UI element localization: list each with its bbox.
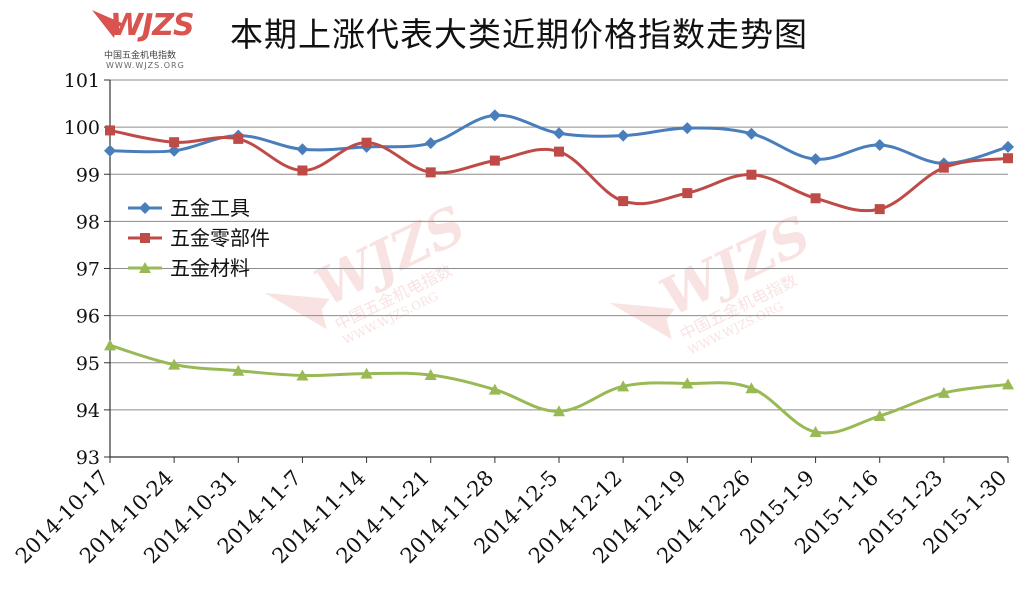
legend-label: 五金零部件 bbox=[170, 226, 270, 250]
data-point bbox=[1003, 153, 1013, 164]
legend-marker bbox=[139, 262, 151, 273]
data-point bbox=[873, 410, 886, 422]
series-line bbox=[109, 343, 1009, 435]
data-point bbox=[488, 383, 501, 395]
watermark-right: WJZS 中国五金机电指数 WWW.WJZS.ORG bbox=[609, 204, 820, 357]
data-point bbox=[232, 364, 245, 376]
data-point bbox=[105, 125, 115, 136]
data-point bbox=[296, 369, 309, 381]
logo: WJZS 中国五金机电指数 WWW.WJZS.ORG bbox=[86, 4, 216, 74]
data-point bbox=[681, 377, 694, 389]
series-3 bbox=[104, 339, 1014, 438]
data-point bbox=[617, 129, 630, 142]
data-point bbox=[937, 386, 950, 398]
data-point bbox=[488, 109, 501, 122]
data-point bbox=[425, 167, 436, 178]
data-point bbox=[618, 196, 629, 207]
y-tick-label: 99 bbox=[76, 164, 100, 186]
data-point bbox=[873, 139, 886, 152]
legend-marker bbox=[139, 202, 151, 214]
logo-subtitle: 中国五金机电指数 bbox=[104, 51, 177, 61]
data-point bbox=[682, 188, 693, 199]
data-point bbox=[745, 127, 758, 140]
data-point bbox=[168, 358, 181, 370]
data-point bbox=[1002, 140, 1014, 153]
legend-marker bbox=[140, 233, 150, 243]
y-tick-label: 95 bbox=[76, 353, 100, 375]
data-point bbox=[104, 339, 116, 351]
data-point bbox=[938, 162, 949, 173]
series-2 bbox=[105, 125, 1013, 215]
data-point bbox=[553, 405, 565, 417]
data-point bbox=[233, 133, 244, 144]
data-point bbox=[810, 193, 821, 204]
data-point bbox=[745, 382, 758, 394]
logo-arrow-icon bbox=[92, 10, 124, 38]
y-tick-label: 94 bbox=[76, 400, 100, 422]
data-point bbox=[424, 369, 437, 381]
data-point bbox=[809, 153, 822, 166]
data-point bbox=[296, 143, 309, 156]
y-tick-label: 100 bbox=[64, 117, 100, 139]
chart-title: 本期上涨代表大类近期价格指数走势图 bbox=[230, 15, 808, 54]
legend-label: 五金工具 bbox=[170, 196, 250, 220]
data-point bbox=[168, 144, 181, 157]
y-tick-label: 98 bbox=[76, 211, 100, 233]
data-point bbox=[681, 122, 694, 135]
data-point bbox=[553, 127, 565, 140]
data-point bbox=[1002, 378, 1014, 390]
data-point bbox=[297, 165, 308, 176]
y-tick-label: 101 bbox=[64, 70, 100, 92]
data-point bbox=[554, 146, 564, 157]
data-point bbox=[104, 144, 116, 157]
data-point bbox=[874, 204, 885, 215]
data-point bbox=[361, 137, 372, 148]
logo-url: WWW.WJZS.ORG bbox=[106, 61, 185, 70]
data-point bbox=[424, 137, 437, 150]
data-point bbox=[360, 367, 373, 379]
data-point bbox=[809, 426, 822, 438]
logo-word: WJZS bbox=[110, 8, 195, 43]
y-tick-label: 97 bbox=[76, 259, 100, 281]
legend-label: 五金材料 bbox=[170, 256, 250, 280]
data-point bbox=[746, 169, 757, 180]
data-point bbox=[169, 137, 180, 148]
data-point bbox=[489, 155, 500, 166]
watermark-left: WJZS 中国五金机电指数 WWW.WJZS.ORG bbox=[264, 194, 475, 347]
y-tick-label: 93 bbox=[76, 447, 100, 469]
data-point bbox=[617, 380, 630, 392]
y-tick-label: 96 bbox=[76, 306, 100, 328]
